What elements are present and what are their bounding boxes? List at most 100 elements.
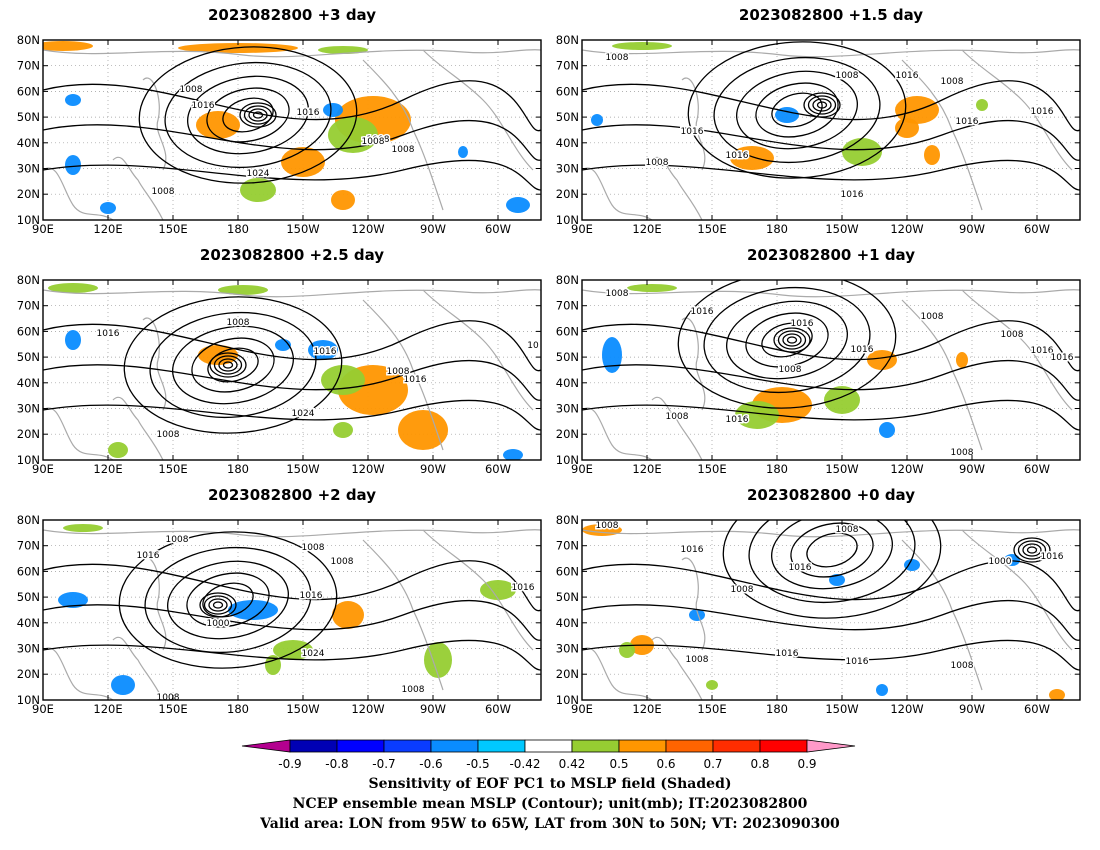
lat-tick-label: 70N xyxy=(17,539,40,553)
isobar xyxy=(167,560,289,640)
sensitivity-shade xyxy=(1049,689,1065,700)
contour-label: 1016 xyxy=(956,117,979,127)
contour-label: 1008 xyxy=(367,135,390,145)
lat-tick-label: 80N xyxy=(17,273,40,287)
sensitivity-shade xyxy=(328,117,378,153)
lat-tick-label: 50N xyxy=(17,350,40,364)
isobar xyxy=(207,347,259,383)
caption-line-3: Valid area: LON from 95W to 65W, LAT fro… xyxy=(260,816,840,832)
colorbar-label: 0.5 xyxy=(609,757,628,771)
coastline xyxy=(961,529,1073,651)
sensitivity-shade xyxy=(333,422,353,438)
lon-tick-label: 120E xyxy=(93,222,122,236)
isobar xyxy=(726,300,848,380)
contour-label: 1016 xyxy=(896,71,919,81)
sensitivity-shade xyxy=(591,114,603,126)
map-frame xyxy=(581,279,1081,461)
contour-label: 1016 xyxy=(691,307,714,317)
contour-label: 1008 xyxy=(596,521,619,531)
isobar xyxy=(722,520,942,619)
map-panel: 10161008101610081016102410081080N70N60N5… xyxy=(17,273,542,476)
map-background xyxy=(43,40,541,220)
isobar xyxy=(43,80,541,132)
contour-label: 1016 xyxy=(300,591,323,601)
lon-tick-label: 90W xyxy=(959,462,985,476)
colorbar-label: 0.42 xyxy=(559,757,586,771)
lon-tick-label: 120W xyxy=(351,462,384,476)
lon-tick-label: 180 xyxy=(766,222,788,236)
colorbar-label: 0.8 xyxy=(750,757,769,771)
map-panel: 1008 1008 1016 1008 1016 1016 1016 1016 1008 1016… xyxy=(556,33,1081,236)
sensitivity-shade xyxy=(398,410,448,450)
lon-tick-label: 180 xyxy=(766,702,788,716)
panel-title: 2023082800 +1.5 day xyxy=(738,6,924,24)
lon-tick-label: 150E xyxy=(697,222,726,236)
sensitivity-shade xyxy=(63,524,103,532)
coastline xyxy=(681,317,706,411)
isobar xyxy=(582,639,1080,671)
low-pressure-contour xyxy=(816,101,828,109)
lat-tick-label: 20N xyxy=(17,187,40,201)
coastline xyxy=(681,557,706,651)
panel-title: 2023082800 +3 day xyxy=(208,6,376,24)
coastline xyxy=(651,156,703,220)
lon-tick-label: 150E xyxy=(158,462,187,476)
colorbar-label: -0.8 xyxy=(325,757,348,771)
sensitivity-shade xyxy=(108,442,128,458)
coastline xyxy=(362,299,444,451)
contour-label: 1008 xyxy=(362,137,385,147)
contour-label: 1008 xyxy=(686,655,709,665)
colorbar-bin xyxy=(665,739,714,753)
coastline xyxy=(961,49,1073,171)
sensitivity-shade xyxy=(321,365,365,395)
isobar xyxy=(164,61,332,169)
panel-title: 2023082800 +2.5 day xyxy=(199,246,385,264)
sensitivity-shade xyxy=(58,592,88,608)
isobar xyxy=(43,399,541,431)
lon-tick-label: 60W xyxy=(485,462,511,476)
lon-tick-label: 60W xyxy=(485,222,511,236)
map-frame xyxy=(581,519,1081,701)
isobar xyxy=(736,70,858,150)
lon-tick-label: 90E xyxy=(571,462,593,476)
colorbar-high-triangle xyxy=(806,739,856,753)
contour-label: 1000 xyxy=(989,557,1012,567)
contour-label: 1008 xyxy=(302,543,325,553)
low-pressure-contour xyxy=(203,595,233,615)
isobar xyxy=(582,159,1080,191)
sensitivity-shade xyxy=(876,684,888,696)
contour-label: 1008 xyxy=(951,661,974,671)
sensitivity-shade xyxy=(956,352,968,368)
sensitivity-shade xyxy=(458,146,468,158)
lat-tick-label: 20N xyxy=(556,427,579,441)
isobar xyxy=(748,520,916,604)
lon-tick-label: 90E xyxy=(571,702,593,716)
contour-label: 1016 xyxy=(512,583,535,593)
contour-label: 1016 xyxy=(846,657,869,667)
contour-label: 1008 xyxy=(836,525,859,535)
sensitivity-shade xyxy=(867,350,897,370)
panel-title: 2023082800 +0 day xyxy=(747,486,915,504)
lat-tick-label: 60N xyxy=(17,84,40,98)
isobar xyxy=(582,120,1080,161)
lat-tick-label: 80N xyxy=(556,33,579,47)
lat-tick-label: 80N xyxy=(556,513,579,527)
sensitivity-shade xyxy=(924,145,940,165)
sensitivity-shade xyxy=(612,42,672,50)
lat-tick-label: 70N xyxy=(556,299,579,313)
lon-tick-label: 60W xyxy=(485,702,511,716)
lat-tick-label: 30N xyxy=(556,642,579,656)
contour-label: 1016 xyxy=(851,345,874,355)
contour-label: 1008 xyxy=(392,145,415,155)
contour-label: 1016 xyxy=(791,319,814,329)
lon-tick-label: 90E xyxy=(571,222,593,236)
coastline xyxy=(582,647,653,700)
colorbar-bin xyxy=(336,739,385,753)
contour-label: 1008 xyxy=(402,685,425,695)
coastline xyxy=(142,317,167,411)
coastline xyxy=(422,289,534,411)
sensitivity-shade xyxy=(65,155,81,175)
sensitivity-shade xyxy=(506,197,530,213)
sensitivity-shade xyxy=(976,99,988,111)
contour-label: 1024 xyxy=(247,169,270,179)
